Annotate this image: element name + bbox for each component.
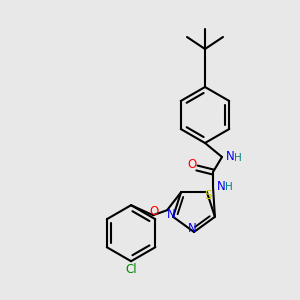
Text: N: N — [226, 151, 234, 164]
Text: N: N — [167, 208, 176, 221]
Text: N: N — [188, 221, 196, 235]
Text: N: N — [217, 179, 225, 193]
Text: H: H — [234, 153, 242, 163]
Text: Cl: Cl — [125, 263, 137, 276]
Text: H: H — [225, 182, 232, 192]
Text: O: O — [188, 158, 196, 170]
Text: S: S — [204, 189, 211, 202]
Text: O: O — [149, 205, 159, 218]
